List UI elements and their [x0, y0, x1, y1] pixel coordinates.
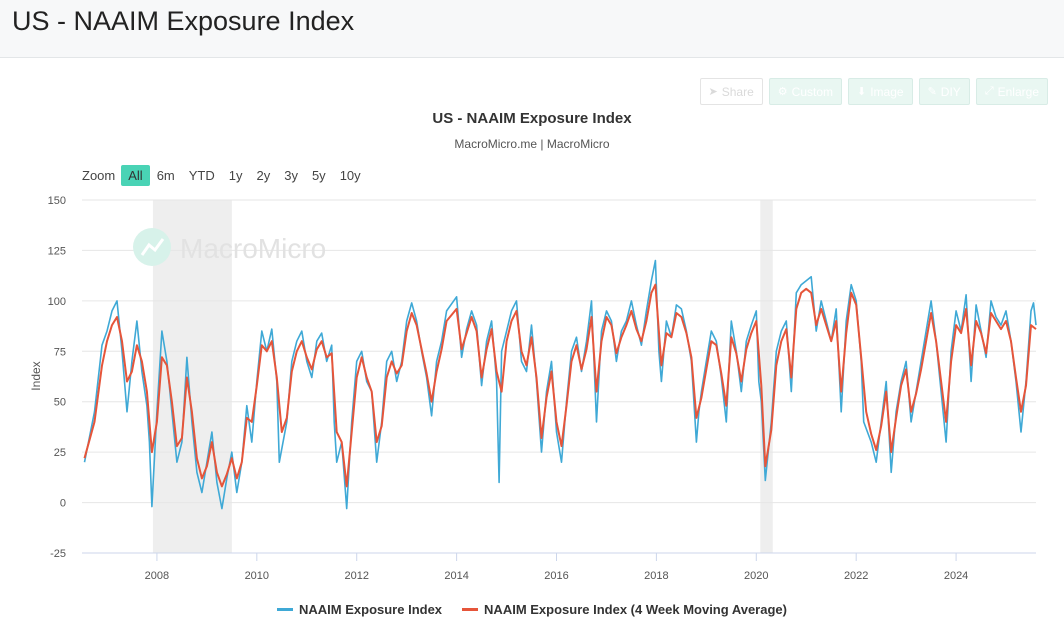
legend-item-ma[interactable]: NAAIM Exposure Index (4 Week Moving Aver… — [462, 602, 787, 617]
watermark-chart-icon — [140, 238, 165, 256]
zoom-label: Zoom — [82, 168, 116, 183]
watermark-text: MacroMicro — [180, 233, 326, 264]
x-tick-label-7: 2022 — [844, 570, 868, 582]
expand-icon: ⤢ — [984, 85, 994, 97]
watermark: MacroMicro — [133, 228, 326, 266]
y-tick-label-5: 25 — [54, 447, 66, 459]
y-axis-label: Index — [29, 361, 43, 390]
image-label: Image — [870, 84, 904, 99]
y-tick-label-3: 75 — [54, 346, 66, 358]
gear-icon: ⚙ — [777, 86, 788, 98]
diy-button[interactable]: ✎ DIY — [918, 78, 970, 105]
legend-label-ma: NAAIM Exposure Index (4 Week Moving Aver… — [484, 602, 787, 617]
legend-swatch-blue — [277, 608, 294, 611]
zoom-10y-button[interactable]: 10y — [339, 168, 361, 183]
x-tick-label-0: 2008 — [145, 570, 169, 582]
y-tick-label-7: -25 — [50, 548, 66, 560]
legend-label-naaim: NAAIM Exposure Index — [299, 602, 443, 617]
recession-shade-1 — [760, 200, 773, 553]
share-label: Share — [721, 84, 754, 99]
chart-subtitle: MacroMicro.me | MacroMicro — [454, 137, 610, 151]
zoom-all-button[interactable]: All — [121, 165, 150, 186]
enlarge-button[interactable]: ⤢ Enlarge — [975, 78, 1048, 105]
chart-toolbar: ➤ Share ⚙ Custom ⬇ Image ✎ DIY ⤢ Enlarge — [699, 78, 1048, 105]
x-tick-label-1: 2010 — [245, 570, 269, 582]
pencil-icon: ✎ — [927, 86, 937, 98]
custom-button[interactable]: ⚙ Custom — [768, 78, 842, 105]
x-tick-label-3: 2014 — [444, 570, 468, 582]
legend-swatch-red — [462, 608, 479, 611]
zoom-1y-button[interactable]: 1y — [228, 168, 243, 183]
share-icon: ➤ — [708, 86, 718, 98]
zoom-ytd-button[interactable]: YTD — [188, 168, 215, 183]
y-tick-label-0: 150 — [48, 195, 66, 207]
y-tick-label-1: 125 — [48, 245, 66, 257]
enlarge-label: Enlarge — [997, 84, 1039, 99]
series-moving-average-line — [83, 283, 1037, 488]
zoom-2y-button[interactable]: 2y — [256, 168, 271, 183]
legend-item-naaim[interactable]: NAAIM Exposure Index — [277, 602, 442, 617]
zoom-3y-button[interactable]: 3y — [284, 168, 298, 183]
page-title: US - NAAIM Exposure Index — [12, 6, 355, 36]
download-icon: ⬇ — [857, 86, 867, 98]
chart-title: US - NAAIM Exposure Index — [432, 110, 632, 127]
y-tick-label-2: 100 — [48, 296, 66, 308]
x-tick-label-8: 2024 — [944, 570, 968, 582]
diy-label: DIY — [940, 84, 961, 99]
image-button[interactable]: ⬇ Image — [848, 78, 913, 105]
share-button[interactable]: ➤ Share — [699, 78, 763, 105]
y-tick-label-6: 0 — [60, 498, 66, 510]
x-tick-label-6: 2020 — [744, 570, 768, 582]
x-tick-label-4: 2016 — [544, 570, 568, 582]
zoom-bar: Zoom All 6m YTD 1y 2y 3y 5y 10y — [82, 165, 368, 186]
chart-legend: NAAIM Exposure Index NAAIM Exposure Inde… — [0, 602, 1064, 617]
zoom-6m-button[interactable]: 6m — [156, 168, 175, 183]
zoom-5y-button[interactable]: 5y — [311, 168, 326, 183]
x-tick-label-2: 2012 — [344, 570, 368, 582]
y-tick-label-4: 50 — [54, 397, 66, 409]
page-header: US - NAAIM Exposure Index — [0, 0, 1064, 58]
x-tick-label-5: 2018 — [644, 570, 668, 582]
custom-label: Custom — [791, 84, 833, 99]
